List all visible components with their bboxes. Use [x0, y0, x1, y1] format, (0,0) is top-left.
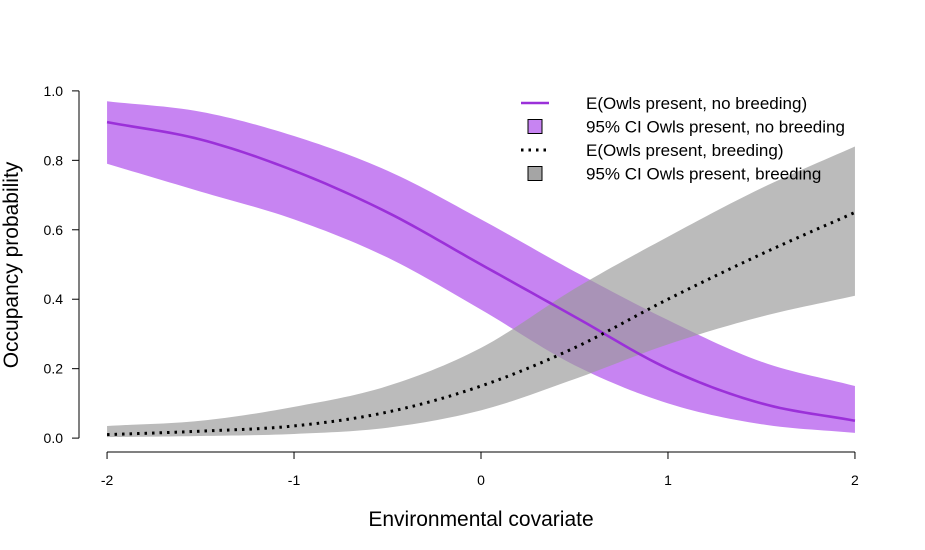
- y-tick-label: 0.2: [44, 361, 64, 377]
- x-tick-label: 2: [851, 472, 859, 488]
- series-lines: [106, 120, 856, 437]
- ci-band-no-breeding: [107, 101, 855, 433]
- y-tick-label: 0.4: [44, 291, 64, 307]
- x-tick-label: 0: [477, 472, 485, 488]
- x-tick-label: -1: [288, 472, 301, 488]
- series-line-breeding: [106, 211, 856, 437]
- series-line-no-breeding: [106, 120, 856, 423]
- y-axis-ticks: 0.0 0.2 0.4 0.6 0.8 1.0: [44, 83, 79, 446]
- y-tick-label: 0.8: [44, 152, 64, 168]
- y-tick-label: 1.0: [44, 83, 64, 99]
- legend-label: 95% CI Owls present, breeding: [586, 165, 821, 184]
- x-tick-label: 1: [664, 472, 672, 488]
- x-axis-title: Environmental covariate: [368, 508, 593, 531]
- y-tick-label: 0.6: [44, 222, 64, 238]
- y-tick-label: 0.0: [44, 430, 64, 446]
- legend-label: E(Owls present, no breeding): [586, 94, 807, 113]
- legend-label: E(Owls present, breeding): [586, 141, 783, 160]
- x-tick-label: -2: [101, 472, 114, 488]
- x-axis-ticks: -2 -1 0 1 2: [101, 452, 859, 488]
- ci-band-breeding: [107, 146, 855, 438]
- legend-label: 95% CI Owls present, no breeding: [586, 118, 845, 137]
- legend: E(Owls present, no breeding) 95% CI Owls …: [521, 94, 845, 184]
- legend-box-no-breeding: [527, 119, 543, 134]
- y-axis-title: Occupancy probability: [0, 161, 23, 368]
- legend-box-breeding: [527, 166, 543, 181]
- ci-bands: [107, 101, 855, 438]
